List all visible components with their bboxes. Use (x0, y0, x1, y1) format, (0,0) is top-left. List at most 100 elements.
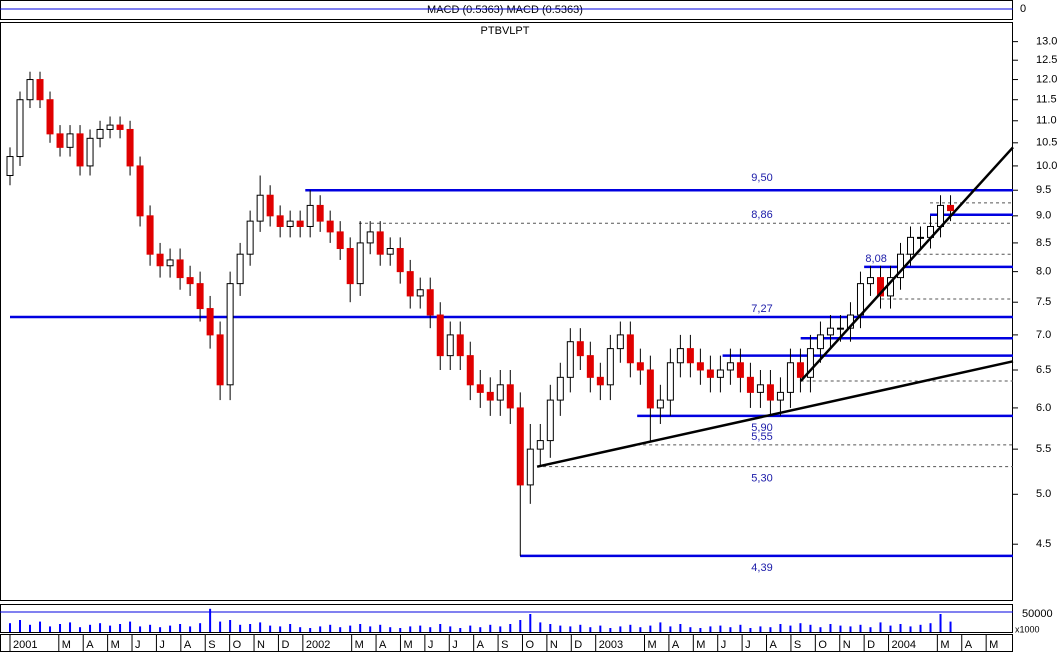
candle-body (196, 283, 204, 310)
volume-bar (239, 624, 242, 632)
volume-bar (609, 628, 612, 632)
x-tick-label: A (184, 639, 192, 651)
candle-body (436, 314, 444, 357)
volume-bar (549, 624, 552, 632)
volume-bar (509, 624, 512, 632)
candle-body (156, 253, 164, 267)
x-tick-label: O (525, 639, 534, 651)
y-tick-label: 0 (1020, 3, 1026, 15)
volume-bar (749, 628, 752, 632)
volume-bar (129, 621, 132, 632)
x-tick-label: D (281, 639, 289, 651)
candle-body (456, 334, 464, 357)
candle-body (896, 253, 904, 279)
candle-body (646, 369, 654, 409)
volume-bar (29, 624, 32, 632)
volume-bar (139, 626, 142, 632)
volume-bar (919, 624, 922, 632)
candle-body (76, 133, 84, 167)
volume-bar (149, 624, 152, 632)
x-tick-label: A (477, 639, 485, 651)
volume-bar (799, 623, 802, 632)
volume-bar (349, 625, 352, 632)
candle-body (146, 215, 154, 255)
candle-body (266, 194, 274, 217)
volume-bar (119, 624, 122, 632)
volume-bar (819, 627, 822, 632)
volume-bar (299, 627, 302, 632)
trend-line (799, 146, 1014, 382)
volume-bar (739, 624, 742, 632)
y-tick-label: 5.0 (1036, 488, 1051, 500)
volume-bar (729, 627, 732, 632)
candle-body (686, 348, 694, 364)
volume-bar (939, 614, 942, 632)
volume-bar (589, 627, 592, 632)
candle-body (706, 369, 714, 378)
volume-bar (859, 624, 862, 632)
volume-bar (389, 627, 392, 632)
candle-body (516, 407, 524, 486)
trend-line (536, 360, 1014, 468)
y-tick-label: 9.0 (1036, 210, 1051, 222)
candle-body (596, 376, 604, 386)
candle-body (36, 79, 44, 101)
candle-body (16, 99, 24, 158)
candle-body (606, 348, 614, 386)
y-tick-label: 7.0 (1036, 329, 1051, 341)
volume-bar (219, 621, 222, 632)
volume-bar (309, 628, 312, 632)
candle-body (446, 334, 454, 357)
candle-body (6, 156, 14, 176)
candle-body (206, 308, 214, 336)
volume-bar (879, 622, 882, 632)
candle-body (466, 355, 474, 386)
volume-bar (59, 624, 62, 632)
x-tick-label: O (233, 639, 242, 651)
candle-body (236, 253, 244, 285)
x-tick-label: J (428, 639, 434, 651)
volume-bar (929, 623, 932, 632)
candle-body (296, 220, 304, 227)
volume-bar (669, 626, 672, 632)
volume-unit: x1000 (1015, 624, 1040, 634)
x-tick-label: N (843, 639, 851, 651)
candle-body (526, 448, 534, 486)
candle-body (416, 289, 424, 297)
candle-body (776, 391, 784, 401)
y-tick-label: 9.5 (1036, 184, 1051, 196)
candle-body (556, 376, 564, 401)
x-tick-label: S (501, 639, 508, 651)
candle-body (176, 259, 184, 279)
y-tick-label: 10.0 (1036, 160, 1057, 172)
volume-bar (789, 625, 792, 632)
y-tick-label: 8.5 (1036, 237, 1051, 249)
candle-body (576, 341, 584, 357)
x-tick-label: A (770, 639, 778, 651)
level-label: 5,55 (751, 431, 772, 443)
volume-bar (909, 626, 912, 632)
candle-body (376, 231, 384, 255)
candle-body (696, 362, 704, 371)
x-tick-label: S (794, 639, 801, 651)
candle-body (46, 99, 54, 135)
volume-bar (9, 623, 11, 632)
candle-body (136, 165, 144, 217)
x-tick-label: D (867, 639, 875, 651)
volume-bar (539, 622, 542, 632)
candle-body (96, 128, 104, 139)
candle-body (346, 248, 354, 285)
volume-bar (359, 624, 362, 632)
candle-body (506, 384, 514, 409)
volume-bar (759, 626, 762, 632)
y-tick-label: 50000 (1022, 608, 1053, 620)
volume-bar (499, 626, 502, 632)
volume-bar (409, 626, 412, 632)
candle-body (616, 334, 624, 350)
level-label: 4,39 (751, 562, 772, 574)
volume-bar (249, 624, 252, 632)
candle-body (856, 283, 864, 316)
candle-body (396, 248, 404, 273)
x-tick-label: S (208, 639, 215, 651)
